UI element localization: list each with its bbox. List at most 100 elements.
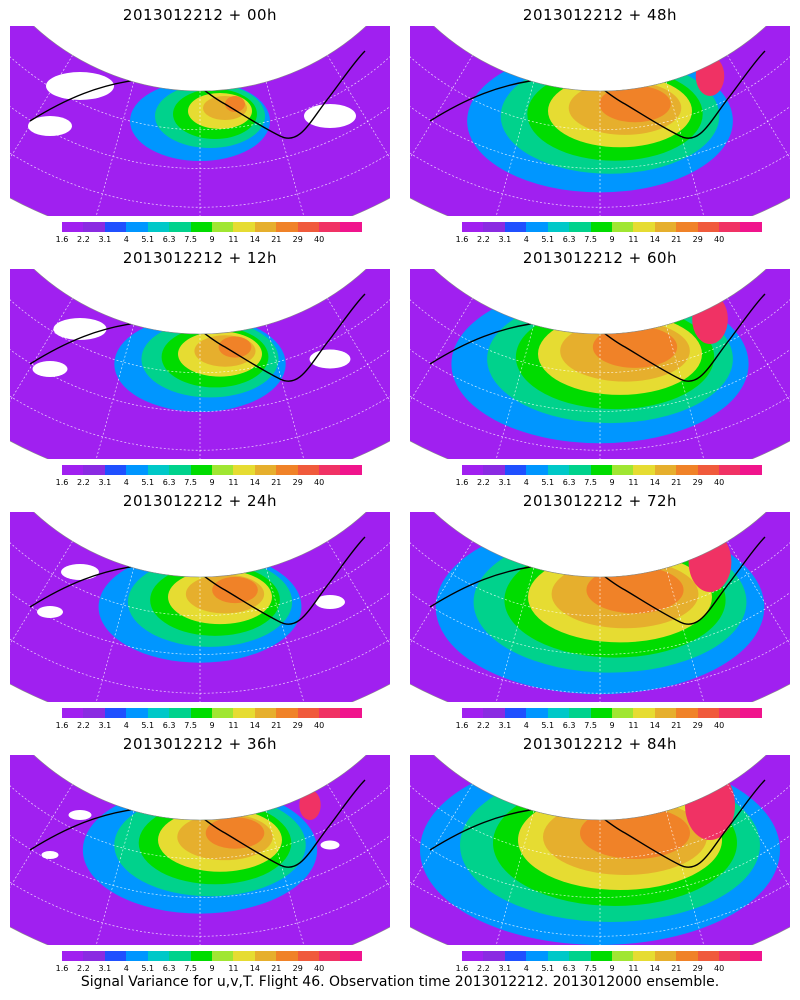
longitude-line <box>410 784 473 917</box>
colorbar-tick-label: 7.5 <box>584 964 597 973</box>
colorbar-tick-label: 1.6 <box>455 235 469 244</box>
colorbar-labels: 1.6 2.2 3.1 4 5.1 6.3 7.5 9 11 14 21 29 40 <box>456 721 762 731</box>
colorbar-swatch <box>676 222 698 232</box>
colorbar <box>462 222 762 232</box>
colorbar-tick-label: 4 <box>523 235 529 244</box>
missing-data-area <box>61 564 99 580</box>
colorbar-swatch <box>169 465 191 475</box>
colorbar-swatch <box>147 708 170 718</box>
colorbar-tick-label: 11 <box>228 721 239 730</box>
colorbar-swatch <box>611 951 634 961</box>
colorbar-swatch <box>462 222 484 232</box>
panel-title: 2013012212 + 84h <box>522 735 678 753</box>
variance-contour <box>225 96 245 112</box>
colorbar-swatch <box>340 465 362 475</box>
colorbar-tick-label: 2.2 <box>477 235 490 244</box>
colorbar-tick-label: 6.3 <box>562 235 576 244</box>
missing-data-area <box>28 116 72 136</box>
colorbar-tick-label: 3.1 <box>498 721 512 730</box>
colorbar-swatch <box>62 951 84 961</box>
latitude-line <box>10 282 390 374</box>
colorbar-swatch <box>147 465 170 475</box>
panel-title: 2013012212 + 72h <box>522 492 678 510</box>
colorbar-tick-label: 4 <box>123 964 129 973</box>
colorbar-tick-label: 6.3 <box>162 721 176 730</box>
missing-data-area <box>320 840 340 850</box>
colorbar-swatch <box>740 951 762 961</box>
colorbar-swatch <box>319 222 341 232</box>
latitude-line <box>410 282 790 374</box>
longitude-line <box>327 55 390 188</box>
colorbar-swatch <box>590 951 612 961</box>
colorbar-tick-label: 3.1 <box>498 964 512 973</box>
colorbar-tick-label: 29 <box>292 964 303 973</box>
missing-data-area <box>46 72 114 100</box>
variance-map <box>410 269 790 459</box>
colorbar-swatch <box>462 951 484 961</box>
colorbar-swatch <box>483 951 505 961</box>
colorbar-swatch <box>190 222 212 232</box>
latitude-line <box>410 39 790 131</box>
longitude-line <box>727 784 790 917</box>
colorbar-tick-label: 5.1 <box>541 478 555 487</box>
colorbar-swatch <box>462 465 484 475</box>
variance-contour <box>586 566 684 614</box>
colorbar-swatch <box>211 465 234 475</box>
longitude-line <box>265 324 309 459</box>
colorbar-swatch <box>83 951 105 961</box>
colorbar-swatch <box>254 708 277 718</box>
colorbar-swatch <box>654 708 677 718</box>
variance-contour <box>205 817 265 849</box>
colorbar-tick-label: 2.2 <box>77 478 90 487</box>
colorbar-tick-label: 1.6 <box>55 235 69 244</box>
colorbar-tick-label: 9 <box>209 478 215 487</box>
colorbar-swatch <box>526 465 548 475</box>
colorbar-tick-label: 11 <box>628 235 639 244</box>
colorbar <box>462 951 762 961</box>
colorbar-tick-label: 3.1 <box>498 478 512 487</box>
colorbar-tick-label: 2.2 <box>77 721 90 730</box>
variance-contour <box>218 336 252 358</box>
colorbar-tick-label: 14 <box>649 964 660 973</box>
colorbar-swatch <box>547 465 570 475</box>
variance-contour <box>592 326 678 368</box>
colorbar-tick-label: 1.6 <box>55 478 69 487</box>
colorbar <box>462 708 762 718</box>
colorbar-swatch <box>276 951 298 961</box>
colorbar-tick-label: 14 <box>249 478 260 487</box>
forecast-panel: 2013012212 + 00h 1.6 2.2 3.1 4 5.1 6.3 7.5 9 11 14… <box>0 0 400 245</box>
colorbar-tick-label: 14 <box>249 235 260 244</box>
colorbar-swatch <box>611 222 634 232</box>
longitude-line <box>727 298 790 431</box>
colorbar-swatch <box>340 222 362 232</box>
colorbar-swatch <box>62 222 84 232</box>
colorbar-tick-label: 4 <box>123 721 129 730</box>
colorbar-swatch <box>654 951 677 961</box>
panel-title: 2013012212 + 60h <box>522 249 678 267</box>
colorbar-tick-label: 21 <box>671 721 682 730</box>
colorbar-swatch <box>233 222 255 232</box>
colorbar-tick-label: 5.1 <box>141 235 155 244</box>
colorbar-labels: 1.6 2.2 3.1 4 5.1 6.3 7.5 9 11 14 21 29 40 <box>56 235 362 245</box>
colorbar-labels: 1.6 2.2 3.1 4 5.1 6.3 7.5 9 11 14 21 29 40 <box>56 721 362 731</box>
colorbar-swatch <box>569 951 591 961</box>
longitude-line <box>727 55 790 188</box>
missing-data-area <box>309 349 351 369</box>
colorbar-tick-label: 9 <box>209 235 215 244</box>
colorbar-swatch <box>83 708 105 718</box>
colorbar-tick-label: 5.1 <box>541 235 555 244</box>
longitude-line <box>410 298 473 431</box>
colorbar-tick-label: 21 <box>271 721 282 730</box>
colorbar-swatch <box>211 951 234 961</box>
panel-title: 2013012212 + 48h <box>522 6 678 24</box>
colorbar <box>462 465 762 475</box>
colorbar-swatch <box>547 951 570 961</box>
longitude-line <box>491 81 535 216</box>
colorbar-swatch <box>697 222 720 232</box>
map-border <box>10 512 390 702</box>
longitude-line <box>327 541 390 674</box>
colorbar-swatch <box>169 708 191 718</box>
latitude-line <box>10 525 390 617</box>
longitude-line <box>91 324 135 459</box>
colorbar-tick-label: 29 <box>292 235 303 244</box>
